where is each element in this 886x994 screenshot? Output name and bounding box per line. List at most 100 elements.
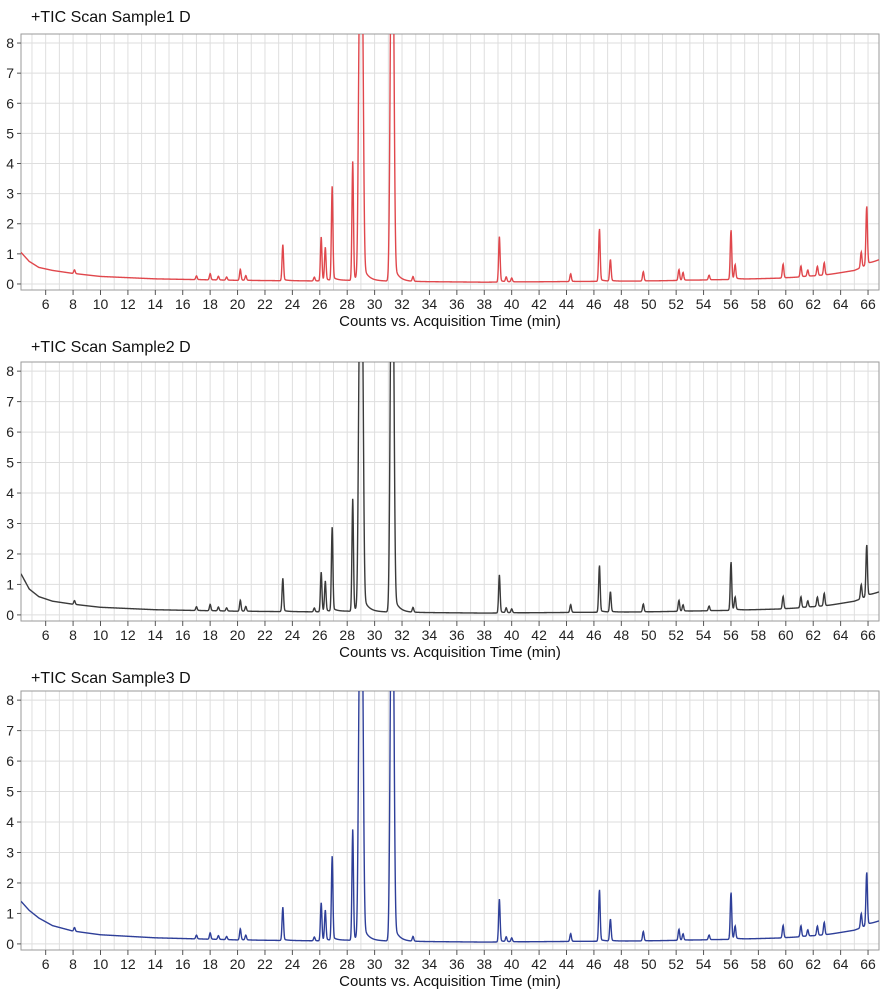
x-tick-label: 14 (148, 627, 164, 643)
x-tick-label: 60 (778, 296, 794, 312)
x-tick-label: 32 (394, 296, 410, 312)
y-tick-label: 2 (6, 546, 14, 562)
x-tick-label: 62 (805, 296, 821, 312)
x-tick-label: 42 (531, 627, 547, 643)
y-tick-label: 1 (6, 905, 14, 921)
y-tick-label: 7 (6, 65, 14, 81)
x-tick-label: 8 (69, 627, 77, 643)
x-tick-label: 40 (504, 296, 520, 312)
x-tick-label: 34 (422, 627, 438, 643)
x-tick-label: 44 (559, 956, 575, 972)
y-tick-label: 7 (6, 394, 14, 410)
y-tick-label: 8 (6, 363, 14, 379)
x-tick-label: 22 (257, 956, 273, 972)
x-tick-label: 16 (175, 956, 191, 972)
x-tick-label: 26 (312, 296, 328, 312)
x-tick-label: 12 (120, 956, 136, 972)
x-tick-label: 26 (312, 627, 328, 643)
x-tick-label: 24 (285, 296, 301, 312)
x-tick-label: 6 (42, 627, 50, 643)
y-tick-label: 5 (6, 125, 14, 141)
y-tick-label: 7 (6, 723, 14, 739)
x-tick-label: 56 (723, 296, 739, 312)
x-tick-label: 58 (751, 956, 767, 972)
series-line-1 (21, 34, 879, 283)
x-tick-label: 18 (202, 956, 218, 972)
x-tick-label: 66 (860, 627, 876, 643)
x-tick-label: 14 (148, 956, 164, 972)
x-tick-label: 22 (257, 296, 273, 312)
x-tick-label: 46 (586, 627, 602, 643)
x-tick-label: 36 (449, 627, 465, 643)
x-tick-label: 42 (531, 956, 547, 972)
x-tick-label: 62 (805, 627, 821, 643)
x-tick-label: 24 (285, 956, 301, 972)
x-tick-label: 30 (367, 956, 383, 972)
x-tick-label: 6 (42, 296, 50, 312)
chart-title: +TIC Scan Sample2 D (31, 339, 191, 356)
y-tick-label: 1 (6, 576, 14, 592)
x-tick-label: 26 (312, 956, 328, 972)
y-tick-label: 6 (6, 424, 14, 440)
x-tick-label: 34 (422, 956, 438, 972)
x-tick-label: 54 (696, 956, 712, 972)
x-tick-label: 58 (751, 627, 767, 643)
y-tick-label: 4 (6, 485, 14, 501)
x-tick-label: 34 (422, 296, 438, 312)
x-tick-label: 58 (751, 296, 767, 312)
x-tick-label: 66 (860, 296, 876, 312)
x-tick-label: 50 (641, 956, 657, 972)
x-tick-label: 56 (723, 956, 739, 972)
x-tick-label: 64 (833, 627, 849, 643)
x-tick-label: 10 (93, 956, 109, 972)
x-tick-label: 40 (504, 627, 520, 643)
x-tick-label: 24 (285, 627, 301, 643)
x-tick-label: 8 (69, 296, 77, 312)
y-tick-label: 3 (6, 515, 14, 531)
x-tick-label: 38 (476, 956, 492, 972)
x-tick-label: 50 (641, 627, 657, 643)
x-axis-label: Counts vs. Acquisition Time (min) (339, 973, 561, 990)
x-tick-label: 50 (641, 296, 657, 312)
x-tick-label: 20 (230, 296, 246, 312)
x-tick-label: 38 (476, 296, 492, 312)
plot-frame (20, 361, 880, 622)
x-axis-label: Counts vs. Acquisition Time (min) (339, 644, 561, 661)
x-tick-label: 18 (202, 627, 218, 643)
x-tick-label: 30 (367, 296, 383, 312)
y-tick-label: 0 (6, 276, 14, 292)
x-tick-label: 66 (860, 956, 876, 972)
x-tick-label: 56 (723, 627, 739, 643)
x-tick-label: 64 (833, 956, 849, 972)
plot-frame (20, 690, 880, 951)
x-tick-label: 44 (559, 627, 575, 643)
y-tick-label: 4 (6, 156, 14, 172)
x-tick-label: 28 (339, 296, 355, 312)
x-tick-label: 40 (504, 956, 520, 972)
x-tick-label: 62 (805, 956, 821, 972)
series-line-1 (21, 691, 879, 943)
plot-frame (20, 33, 880, 291)
x-tick-label: 20 (230, 956, 246, 972)
x-tick-label: 52 (668, 627, 684, 643)
x-tick-label: 30 (367, 627, 383, 643)
x-tick-label: 16 (175, 627, 191, 643)
x-tick-label: 44 (559, 296, 575, 312)
x-tick-label: 28 (339, 627, 355, 643)
x-tick-label: 46 (586, 296, 602, 312)
x-tick-label: 52 (668, 956, 684, 972)
y-tick-label: 1 (6, 246, 14, 262)
x-tick-label: 12 (120, 627, 136, 643)
x-tick-label: 54 (696, 296, 712, 312)
y-tick-label: 0 (6, 936, 14, 952)
x-tick-label: 48 (614, 296, 630, 312)
y-tick-label: 2 (6, 216, 14, 232)
y-tick-label: 8 (6, 35, 14, 51)
y-tick-label: 0 (6, 607, 14, 623)
x-tick-label: 16 (175, 296, 191, 312)
x-tick-label: 22 (257, 627, 273, 643)
x-tick-label: 52 (668, 296, 684, 312)
